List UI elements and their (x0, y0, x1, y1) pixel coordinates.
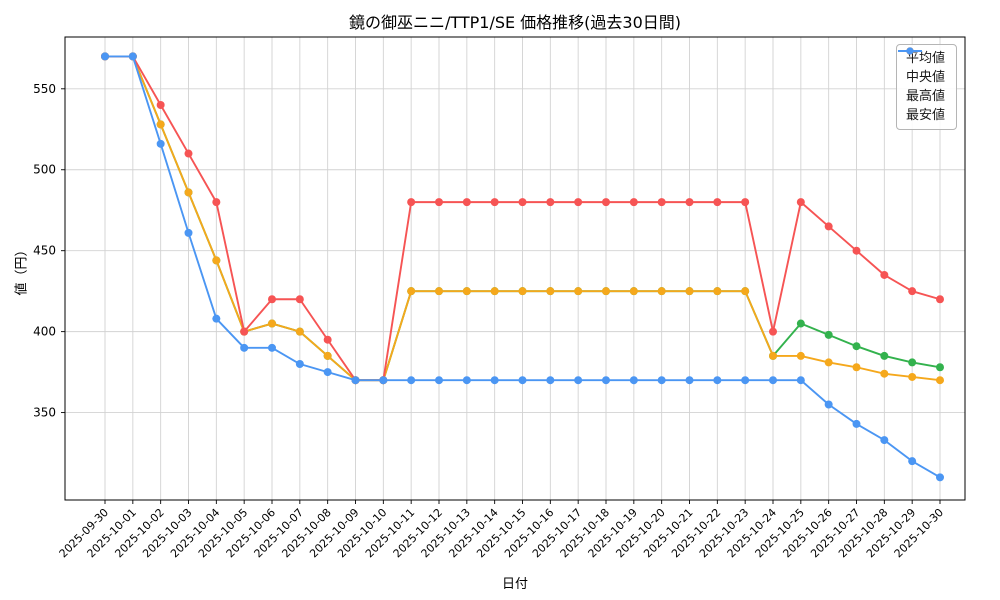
legend-item-中央値: 中央値 (897, 47, 945, 85)
legend-line-icon (897, 47, 922, 55)
svg-text:450: 450 (33, 244, 56, 258)
svg-text:350: 350 (33, 406, 56, 420)
series-最安値 (101, 52, 944, 482)
axis-ticks (61, 88, 941, 504)
x-tick-labels: 2025-09-302025-10-012025-10-022025-10-03… (57, 506, 946, 560)
legend: 平均値中央値最高値最安値 (895, 44, 957, 130)
svg-text:550: 550 (33, 82, 56, 96)
grid-lines (65, 37, 965, 500)
svg-text:400: 400 (33, 325, 56, 339)
legend-item-最高値: 最高値 (897, 47, 945, 104)
svg-text:500: 500 (33, 163, 56, 177)
legend-label: 平均値 (905, 51, 945, 66)
legend-item-最安値: 最安値 (897, 47, 945, 123)
legend-label: 最高値 (905, 89, 945, 104)
y-tick-labels: 350 400 450 500 550 (33, 82, 56, 420)
y-axis-label: 値（円） (14, 243, 30, 296)
legend-label: 中央値 (905, 70, 945, 85)
chart-title: 鏡の御巫ニニ/TTP1/SE 価格推移(過去30日間) (348, 13, 682, 32)
x-axis-label: 日付 (501, 577, 528, 592)
plot-border (64, 36, 966, 501)
legend-label: 最安値 (905, 108, 945, 123)
